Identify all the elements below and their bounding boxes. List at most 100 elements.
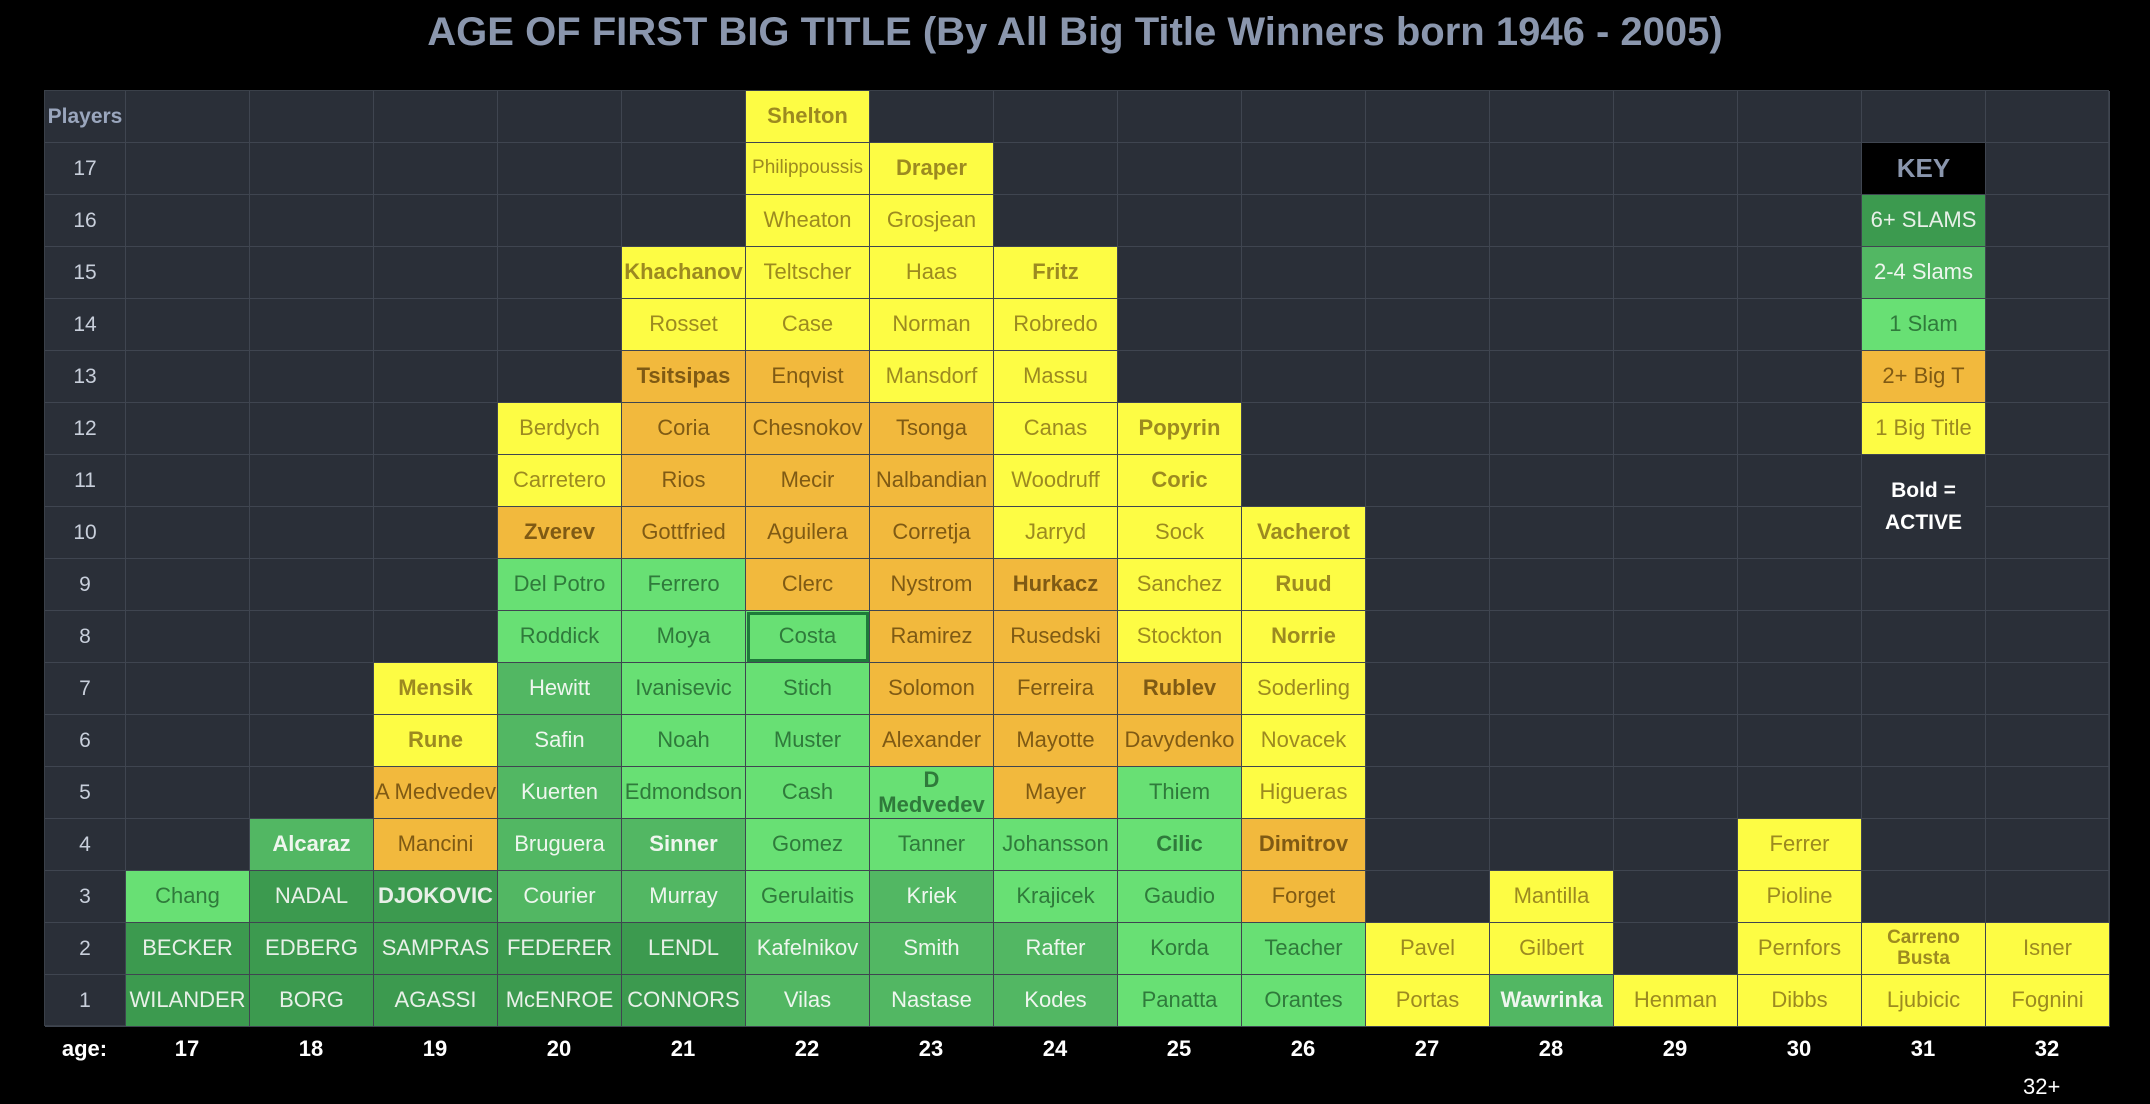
row-label: 6 <box>45 715 126 767</box>
grid-cell <box>622 195 746 247</box>
grid-cell <box>1366 715 1490 767</box>
grid-cell <box>498 91 622 143</box>
grid-cell <box>1490 715 1614 767</box>
player-cell: Mayotte <box>994 715 1118 767</box>
grid-cell <box>126 351 250 403</box>
player-cell: Wawrinka <box>1490 975 1614 1027</box>
age-grid: Players Shelton 17 Philippoussis Draper KEY 16… <box>44 90 2110 1027</box>
grid-cell <box>250 559 374 611</box>
grid-cell <box>1490 663 1614 715</box>
grid-cell <box>1366 351 1490 403</box>
grid-cell <box>1614 559 1738 611</box>
grid-cell <box>250 195 374 247</box>
player-cell: Solomon <box>870 663 994 715</box>
grid-cell <box>1366 455 1490 507</box>
player-cell: Massu <box>994 351 1118 403</box>
grid-cell <box>1862 663 1986 715</box>
player-cell: Carreno Busta <box>1862 923 1986 975</box>
grid-cell <box>1614 767 1738 819</box>
player-cell: D Medvedev <box>870 767 994 819</box>
x-tick-label: 31 <box>1910 1036 1936 1061</box>
player-cell: Dimitrov <box>1242 819 1366 871</box>
grid-cell <box>1986 611 2110 663</box>
player-cell: Alexander <box>870 715 994 767</box>
grid-cell <box>1366 299 1490 351</box>
grid-cell <box>250 91 374 143</box>
player-cell: Stockton <box>1118 611 1242 663</box>
grid-cell <box>1490 767 1614 819</box>
grid-cell <box>1242 91 1366 143</box>
row-label: 12 <box>45 403 126 455</box>
player-cell: Ferrer <box>1738 819 1862 871</box>
grid-cell <box>1738 507 1862 559</box>
grid-cell <box>1986 143 2110 195</box>
player-cell: Kafelnikov <box>746 923 870 975</box>
row-label: 5 <box>45 767 126 819</box>
grid-cell <box>250 455 374 507</box>
x-tick-label: 24 <box>1042 1036 1068 1061</box>
player-cell: Woodruff <box>994 455 1118 507</box>
player-cell: Tsonga <box>870 403 994 455</box>
player-cell: Cash <box>746 767 870 819</box>
player-cell: Davydenko <box>1118 715 1242 767</box>
grid-cell <box>1614 351 1738 403</box>
grid-cell <box>250 663 374 715</box>
player-cell: Smith <box>870 923 994 975</box>
row-label: 7 <box>45 663 126 715</box>
player-cell: Soderling <box>1242 663 1366 715</box>
grid-cell <box>1490 143 1614 195</box>
player-cell: Stich <box>746 663 870 715</box>
grid-cell <box>622 91 746 143</box>
grid-cell <box>1738 351 1862 403</box>
player-cell: Courier <box>498 871 622 923</box>
grid-cell <box>1366 767 1490 819</box>
player-cell: Roddick <box>498 611 622 663</box>
grid-cell <box>1366 559 1490 611</box>
player-cell: Grosjean <box>870 195 994 247</box>
player-cell: Rusedski <box>994 611 1118 663</box>
grid-cell <box>374 195 498 247</box>
player-cell: Ruud <box>1242 559 1366 611</box>
player-cell: Rune <box>374 715 498 767</box>
grid-cell <box>1490 247 1614 299</box>
grid-cell <box>1738 715 1862 767</box>
player-cell: Corretja <box>870 507 994 559</box>
key-item: 2-4 Slams <box>1862 247 1986 299</box>
x-tick-label: 27 <box>1414 1036 1440 1061</box>
grid-cell <box>498 195 622 247</box>
player-cell: Draper <box>870 143 994 195</box>
grid-cell <box>126 403 250 455</box>
grid-cell <box>1738 611 1862 663</box>
row-label: 13 <box>45 351 126 403</box>
grid-cell <box>1738 767 1862 819</box>
grid-cell <box>1118 351 1242 403</box>
player-cell: Vilas <box>746 975 870 1027</box>
player-cell: Portas <box>1366 975 1490 1027</box>
player-cell: Gomez <box>746 819 870 871</box>
player-cell: Del Potro <box>498 559 622 611</box>
player-cell: Cilic <box>1118 819 1242 871</box>
player-cell: WILANDER <box>126 975 250 1027</box>
grid-cell <box>1366 819 1490 871</box>
player-cell: Pernfors <box>1738 923 1862 975</box>
x-tick-label: 23 <box>918 1036 944 1061</box>
grid-cell <box>1738 559 1862 611</box>
grid-cell <box>1862 91 1986 143</box>
player-cell: Khachanov <box>622 247 746 299</box>
grid-cell <box>1986 91 2110 143</box>
grid-cell <box>498 247 622 299</box>
grid-cell <box>1490 195 1614 247</box>
grid-cell <box>1242 455 1366 507</box>
grid-cell <box>250 715 374 767</box>
player-cell: Canas <box>994 403 1118 455</box>
grid-cell <box>1614 663 1738 715</box>
player-cell: Carretero <box>498 455 622 507</box>
grid-cell <box>374 507 498 559</box>
grid-cell <box>126 663 250 715</box>
grid-cell <box>1614 715 1738 767</box>
player-cell: Berdych <box>498 403 622 455</box>
grid-cell <box>1242 403 1366 455</box>
player-cell: Gerulaitis <box>746 871 870 923</box>
player-cell: Orantes <box>1242 975 1366 1027</box>
grid-cell <box>126 299 250 351</box>
